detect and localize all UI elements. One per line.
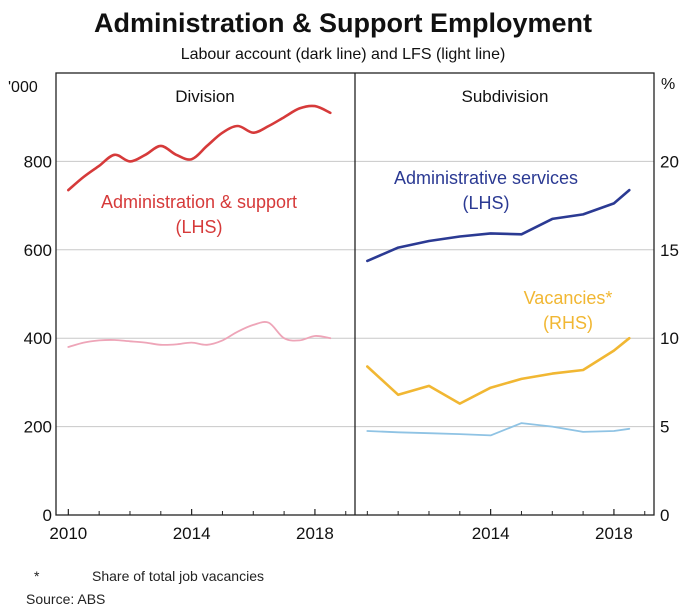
series-annotation-1-1-0: Vacancies*	[524, 288, 613, 308]
series-layer	[67, 104, 631, 437]
y-tick-left-600: 600	[24, 241, 52, 260]
y-tick-left-400: 400	[24, 329, 52, 348]
y-tick-left-0: 0	[43, 506, 52, 525]
x-tick-label-1-2014: 2014	[472, 524, 510, 543]
y-tick-right-15: 15	[660, 241, 679, 260]
y-tick-right-10: 10	[660, 329, 679, 348]
series-line-0-0	[67, 104, 332, 192]
x-tick-label-0-2010: 2010	[49, 524, 87, 543]
series-annotation-1-0-1: (LHS)	[462, 193, 509, 213]
y-tick-left-800: 800	[24, 152, 52, 171]
footnote-text: Share of total job vacancies	[92, 568, 264, 584]
series-line-1-2	[366, 336, 631, 405]
series-annotation-0-0-0: Administration & support	[101, 192, 297, 212]
series-annotation-1-1-1: (RHS)	[543, 313, 593, 333]
series-line-1-1	[366, 422, 631, 437]
series-line-1-0	[366, 188, 631, 263]
panel-title-division: Division	[175, 87, 235, 106]
y-tick-right-0: 0	[660, 506, 669, 525]
series-annotation-0-0-1: (LHS)	[175, 217, 222, 237]
panel-title-subdivision: Subdivision	[462, 87, 549, 106]
footnote-marker: *	[34, 568, 40, 584]
x-tick-label-0-2018: 2018	[296, 524, 334, 543]
x-tick-label-0-2014: 2014	[173, 524, 211, 543]
x-tick-label-1-2018: 2018	[595, 524, 633, 543]
y-tick-right-20: 20	[660, 152, 679, 171]
right-axis-unit: %	[661, 76, 675, 93]
tick-layer: 0 200 400 600 800 0 5 10 15 20 2010 2014 2018 2014 201…	[24, 152, 679, 543]
annotation-layer: Administration & support (LHS) Administrat…	[101, 168, 612, 333]
chart-subtitle: Labour account (dark line) and LFS (ligh…	[181, 46, 506, 63]
y-tick-right-5: 5	[660, 418, 669, 437]
left-axis-unit: '000	[8, 79, 38, 96]
y-tick-left-200: 200	[24, 418, 52, 437]
series-annotation-1-0-0: Administrative services	[394, 168, 578, 188]
source-text: Source: ABS	[26, 591, 105, 607]
series-line-0-1	[67, 321, 332, 348]
chart-title: Administration & Support Employment	[94, 8, 592, 38]
